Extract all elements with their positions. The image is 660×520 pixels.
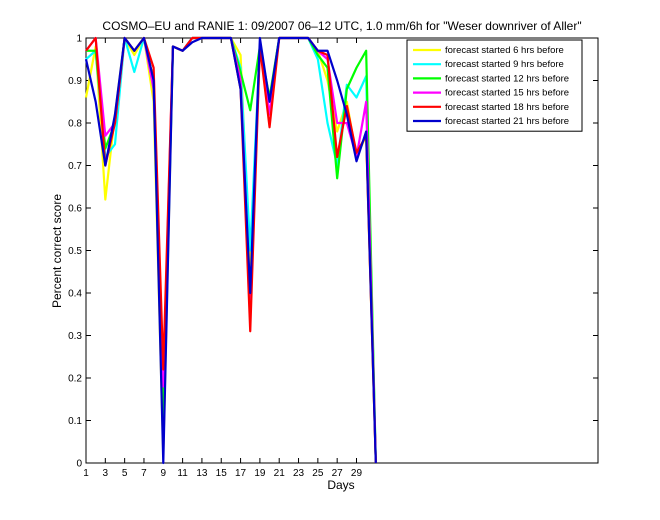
x-tick-label: 3 (103, 468, 109, 479)
x-tick-label: 9 (161, 468, 167, 479)
y-tick-label: 0.1 (68, 416, 82, 427)
series-line-5 (85, 36, 377, 464)
x-axis-ticks: 1 3 5 7 9 11 13 15 17 19 21 23 25 27 29 (83, 38, 362, 479)
y-tick-label: 0 (76, 459, 82, 470)
y-tick-label: 0.8 (68, 119, 82, 130)
y-axis-label: Percent correct score (50, 194, 64, 308)
series-line-6 (84, 36, 377, 465)
y-tick-label: 0.7 (68, 161, 82, 172)
legend: forecast started 6 hrs before forecast st… (406, 39, 583, 132)
y-tick-label: 0.6 (68, 204, 82, 215)
x-tick-label: 13 (196, 468, 208, 479)
legend-label: forecast started 9 hrs before (445, 59, 564, 70)
x-tick-label: 17 (235, 468, 247, 479)
legend-label: forecast started 6 hrs before (445, 45, 564, 56)
x-tick-label: 7 (141, 468, 147, 479)
chart-title: COSMO–EU and RANIE 1: 09/2007 06–12 UTC,… (102, 19, 581, 33)
x-tick-label: 19 (254, 468, 266, 479)
x-tick-label: 5 (122, 468, 128, 479)
x-tick-label: 23 (293, 468, 305, 479)
series-lines (84, 36, 377, 465)
y-tick-label: 0.5 (68, 246, 82, 257)
x-tick-label: 21 (274, 468, 286, 479)
x-tick-label: 27 (332, 468, 344, 479)
legend-label: forecast started 12 hrs before (445, 73, 569, 84)
x-tick-label: 25 (312, 468, 324, 479)
x-tick-label: 1 (83, 468, 89, 479)
y-tick-label: 0.2 (68, 374, 82, 385)
legend-label: forecast started 21 hrs before (445, 116, 569, 127)
y-tick-label: 0.9 (68, 76, 82, 87)
x-axis-label: Days (327, 478, 354, 492)
legend-label: forecast started 15 hrs before (445, 88, 569, 99)
x-tick-label: 11 (177, 468, 188, 479)
legend-box (406, 39, 583, 132)
y-tick-label: 0.4 (68, 289, 82, 300)
x-tick-label: 29 (351, 468, 363, 479)
legend-label: forecast started 18 hrs before (445, 102, 569, 113)
x-tick-label: 15 (216, 468, 228, 479)
y-tick-label: 0.3 (68, 331, 82, 342)
y-tick-label: 1 (76, 34, 82, 45)
